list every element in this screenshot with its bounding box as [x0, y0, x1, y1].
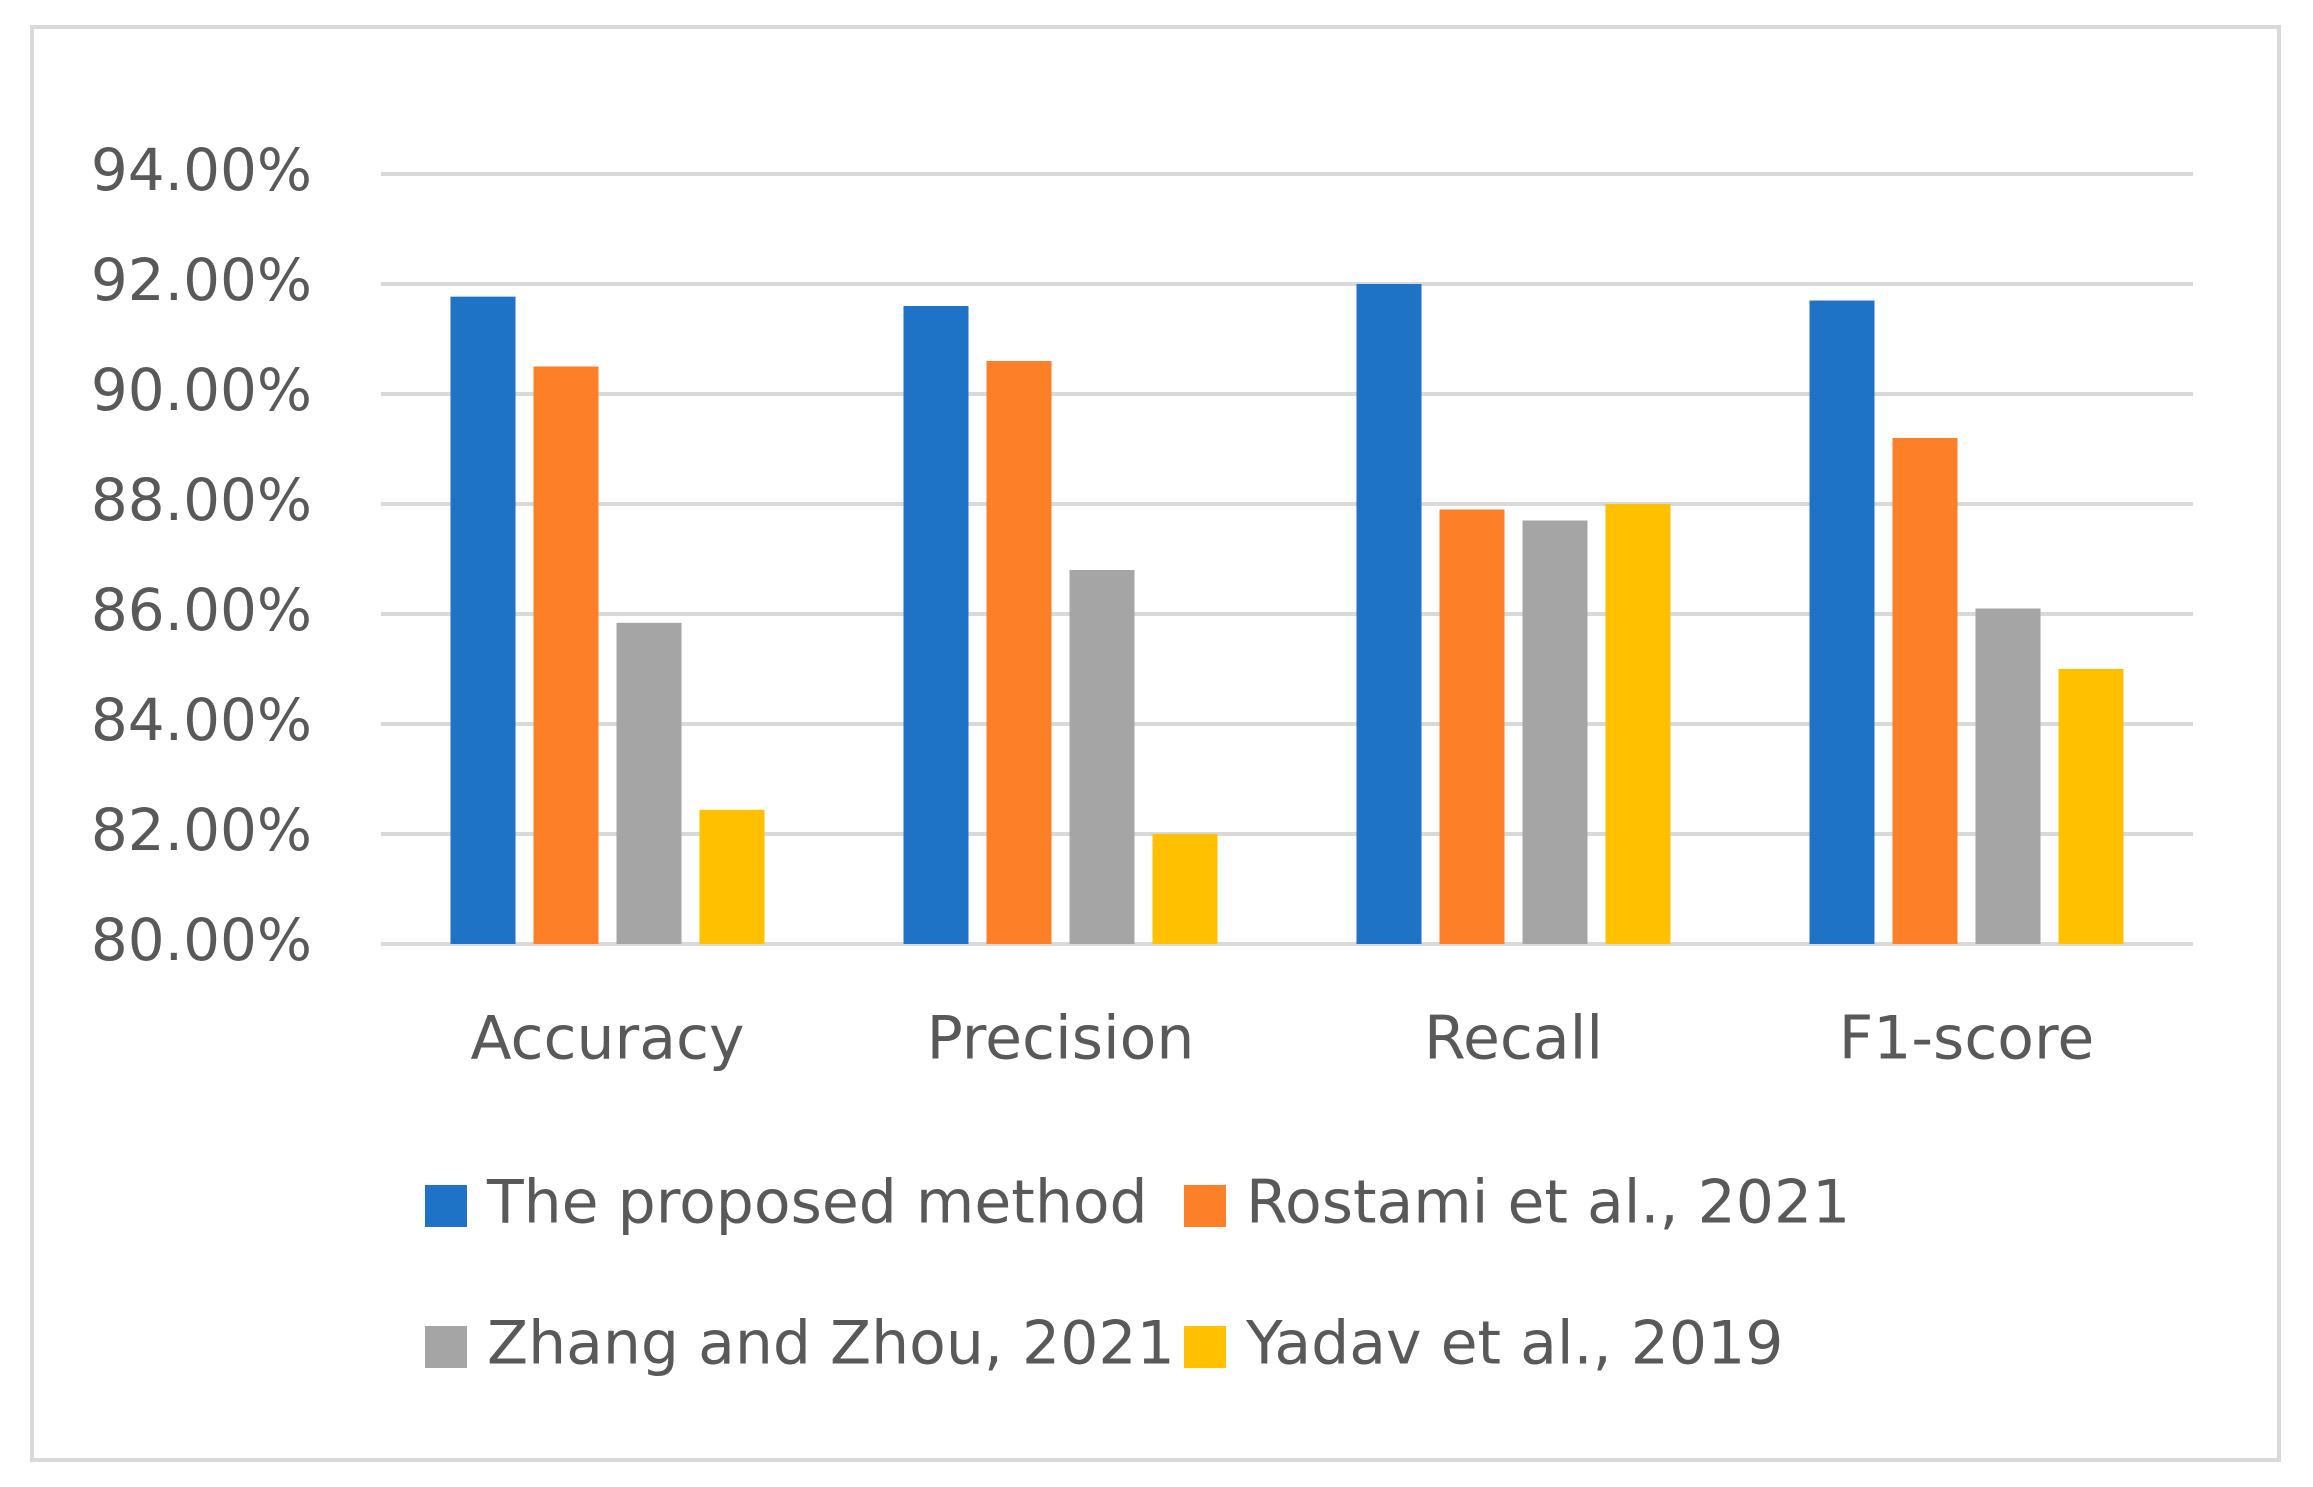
bar — [1892, 438, 1958, 944]
legend-label: Zhang and Zhou, 2021 — [487, 1309, 1175, 1379]
bar — [1439, 509, 1505, 944]
legend-swatch — [1184, 1326, 1226, 1368]
bar — [986, 361, 1052, 944]
bar — [1605, 504, 1671, 944]
bar — [450, 296, 516, 944]
bar — [699, 809, 765, 944]
legend-label: Yadav et al., 2019 — [1245, 1309, 1783, 1379]
bar — [903, 306, 969, 944]
bar — [533, 366, 599, 944]
y-tick-label: 80.00% — [91, 906, 312, 974]
y-tick-label: 88.00% — [91, 466, 312, 534]
bar — [1069, 570, 1135, 944]
legend-label: Rostami et al., 2021 — [1246, 1168, 1850, 1238]
y-tick-label: 92.00% — [91, 246, 312, 314]
legend-label: The proposed method — [486, 1168, 1148, 1238]
legend-swatch — [425, 1185, 467, 1227]
bar — [1522, 520, 1588, 944]
bar — [1356, 284, 1422, 944]
x-tick-label: Accuracy — [471, 1004, 745, 1074]
x-tick-label: Recall — [1424, 1004, 1603, 1074]
x-tick-label: F1-score — [1839, 1004, 2095, 1074]
legend-swatch — [1184, 1185, 1226, 1227]
bar — [1152, 834, 1218, 944]
bar — [2058, 669, 2124, 944]
bar — [1975, 608, 2041, 944]
y-tick-label: 82.00% — [91, 796, 312, 864]
bar — [1809, 300, 1875, 944]
legend-swatch — [425, 1326, 467, 1368]
y-tick-label: 90.00% — [91, 356, 312, 424]
y-tick-label: 94.00% — [91, 136, 312, 204]
bar — [616, 622, 682, 944]
y-tick-label: 86.00% — [91, 576, 312, 644]
x-tick-label: Precision — [927, 1004, 1195, 1074]
y-tick-label: 84.00% — [91, 686, 312, 754]
